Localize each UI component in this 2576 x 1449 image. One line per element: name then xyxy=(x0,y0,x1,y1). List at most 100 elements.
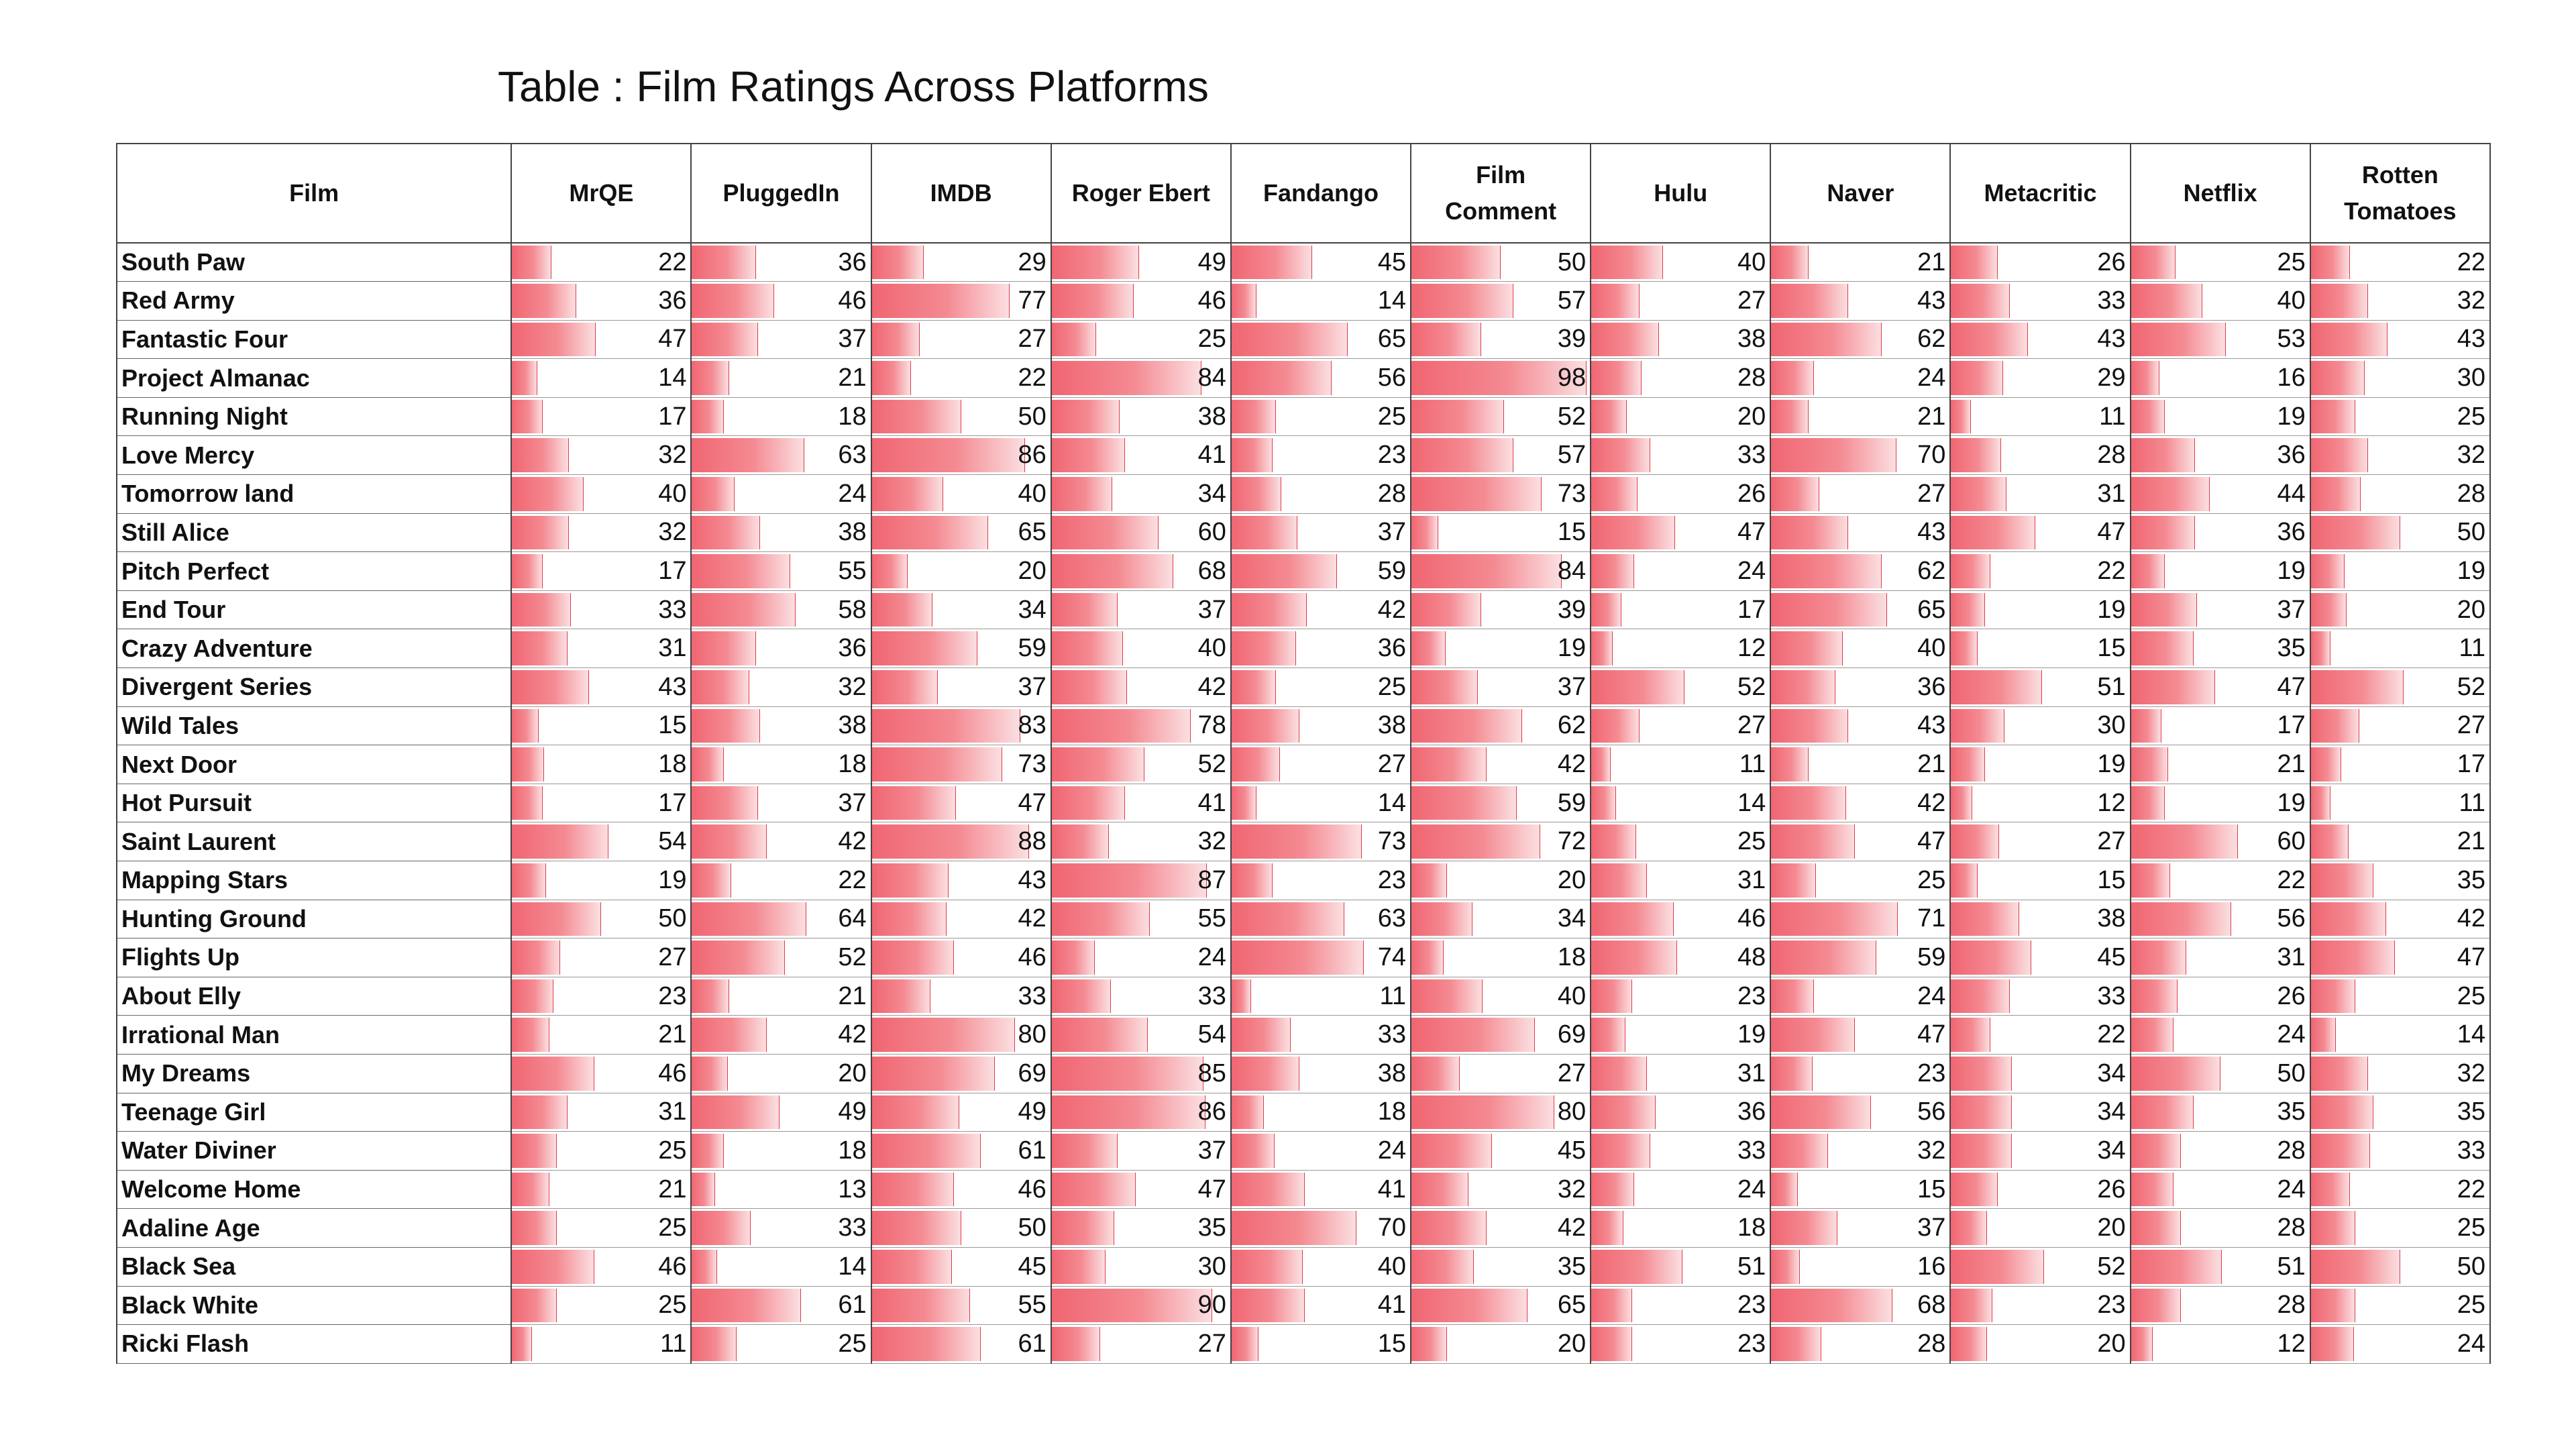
rating-cell: 41 xyxy=(1230,1285,1412,1326)
rating-value: 51 xyxy=(2097,672,2126,701)
rating-cell: 22 xyxy=(1949,1015,2131,1055)
rating-cell: 46 xyxy=(511,1246,692,1287)
rating-cell: 47 xyxy=(870,783,1052,823)
rating-value: 22 xyxy=(658,248,687,276)
data-bar xyxy=(1232,902,1344,936)
rating-value: 25 xyxy=(1377,672,1407,701)
rating-cell: 25 xyxy=(511,1131,692,1171)
rating-cell: 86 xyxy=(1050,1092,1232,1132)
rating-value: 14 xyxy=(2457,1020,2485,1049)
data-bar xyxy=(1052,361,1202,395)
data-bar xyxy=(1951,1018,1990,1052)
rating-value: 35 xyxy=(2277,634,2306,663)
rating-cell: 27 xyxy=(1230,745,1412,784)
rating-value: 36 xyxy=(1917,672,1946,701)
rating-value: 27 xyxy=(2097,827,2126,856)
data-bar xyxy=(692,979,730,1014)
column-header-film: Film xyxy=(115,143,513,244)
rating-cell: 28 xyxy=(1770,1324,1951,1364)
rating-cell: 49 xyxy=(690,1092,872,1132)
data-bar xyxy=(1951,361,2003,395)
rating-value: 70 xyxy=(1377,1214,1407,1242)
column-header-metacritic: Metacritic xyxy=(1949,143,2131,244)
column-header-imdb: IMDB xyxy=(870,143,1052,244)
rating-cell: 30 xyxy=(2309,358,2491,398)
data-bar xyxy=(1412,399,1505,434)
rating-value: 38 xyxy=(838,711,867,740)
rating-value: 27 xyxy=(2457,711,2485,740)
rating-cell: 28 xyxy=(1949,435,2131,476)
rating-cell: 70 xyxy=(1770,435,1951,476)
data-bar xyxy=(1412,1018,1535,1052)
rating-cell: 35 xyxy=(2129,1092,2311,1132)
rating-cell: 43 xyxy=(1770,513,1951,553)
rating-cell: 32 xyxy=(2309,281,2491,321)
rating-cell: 36 xyxy=(2129,513,2311,553)
rating-cell: 21 xyxy=(1770,242,1951,282)
data-bar xyxy=(2131,902,2231,936)
data-bar xyxy=(692,1018,767,1052)
data-bar xyxy=(2131,361,2160,395)
data-bar xyxy=(692,1288,801,1323)
rating-value: 36 xyxy=(838,634,867,663)
data-bar xyxy=(1951,902,2019,936)
rating-cell: 17 xyxy=(1590,590,1772,630)
rating-cell: 74 xyxy=(1230,938,1412,977)
rating-value: 61 xyxy=(1018,1329,1046,1358)
film-name-cell: Still Alice xyxy=(115,513,513,553)
data-bar xyxy=(513,902,602,936)
column-header-pluggedin: PluggedIn xyxy=(690,143,872,244)
rating-cell: 26 xyxy=(1590,474,1772,514)
data-bar xyxy=(872,979,931,1014)
rating-cell: 26 xyxy=(2129,976,2311,1016)
data-bar xyxy=(872,1095,960,1130)
data-bar xyxy=(1412,1249,1474,1284)
rating-value: 25 xyxy=(1377,402,1407,431)
data-bar xyxy=(2131,399,2165,434)
rating-cell: 21 xyxy=(2309,822,2491,861)
rating-cell: 32 xyxy=(1770,1131,1951,1171)
rating-cell: 23 xyxy=(1770,1053,1951,1093)
data-bar xyxy=(1052,1134,1118,1168)
rating-cell: 46 xyxy=(1590,899,1772,939)
rating-cell: 42 xyxy=(870,899,1052,939)
rating-value: 83 xyxy=(1018,711,1046,740)
rating-value: 77 xyxy=(1018,286,1046,315)
rating-value: 84 xyxy=(1197,364,1226,392)
data-bar xyxy=(692,438,805,473)
rating-value: 45 xyxy=(1557,1136,1587,1165)
rating-value: 30 xyxy=(1197,1252,1226,1281)
film-name-cell: Fantastic Four xyxy=(115,319,513,360)
rating-cell: 20 xyxy=(1949,1208,2131,1248)
rating-value: 63 xyxy=(1377,904,1407,933)
table-row: Adaline Age 25 33 50 35 70 42 18 37 20 28 25 xyxy=(115,1208,2491,1248)
rating-cell: 33 xyxy=(2309,1131,2491,1171)
rating-cell: 46 xyxy=(690,281,872,321)
column-header-roger-ebert: Roger Ebert xyxy=(1050,143,1232,244)
data-bar xyxy=(1592,322,1660,357)
rating-value: 14 xyxy=(1737,788,1766,817)
rating-cell: 90 xyxy=(1050,1285,1232,1326)
rating-value: 56 xyxy=(1917,1097,1946,1126)
rating-cell: 62 xyxy=(1410,706,1592,746)
rating-cell: 31 xyxy=(2129,938,2311,977)
table-row: Love Mercy 32 63 86 41 23 57 33 70 28 36 32 xyxy=(115,435,2491,476)
rating-value: 59 xyxy=(1377,557,1407,586)
data-bar xyxy=(872,1288,970,1323)
data-bar xyxy=(1592,979,1633,1014)
rating-value: 30 xyxy=(2097,711,2126,740)
film-name-cell: My Dreams xyxy=(115,1053,513,1093)
column-header-mrqe: MrQE xyxy=(511,143,692,244)
data-bar xyxy=(1412,1172,1469,1207)
rating-value: 36 xyxy=(838,248,867,276)
rating-value: 22 xyxy=(2457,1175,2485,1203)
rating-value: 22 xyxy=(1018,364,1046,392)
rating-value: 25 xyxy=(658,1136,687,1165)
rating-cell: 28 xyxy=(1230,474,1412,514)
rating-value: 36 xyxy=(2277,518,2306,547)
rating-value: 43 xyxy=(2457,325,2485,354)
rating-value: 26 xyxy=(1737,479,1766,508)
rating-value: 37 xyxy=(1018,672,1046,701)
rating-cell: 18 xyxy=(690,745,872,784)
rating-value: 52 xyxy=(2097,1252,2126,1281)
